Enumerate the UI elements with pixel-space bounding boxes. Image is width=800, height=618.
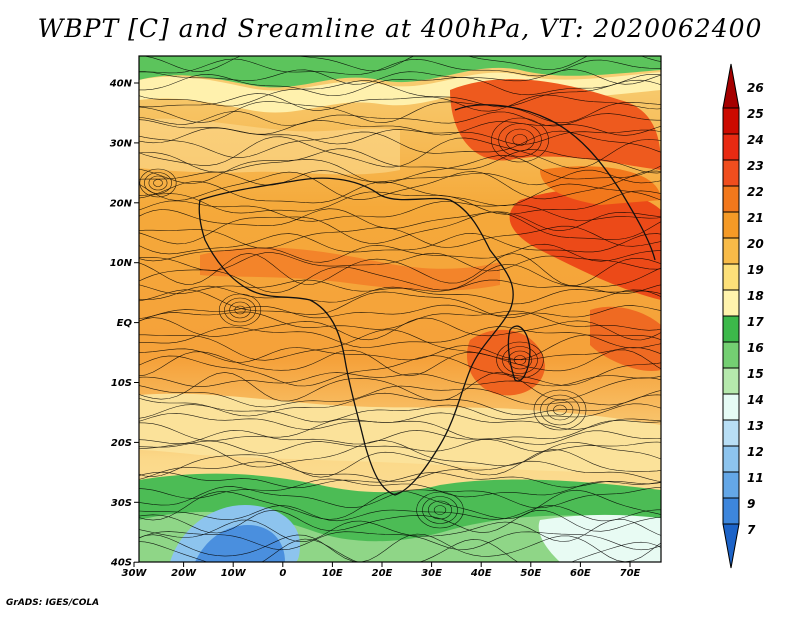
streamlines	[139, 56, 661, 562]
colorbar-label: 26	[747, 81, 764, 95]
map-title: WBPT [C] and Sreamline at 400hPa, VT: 20…	[37, 14, 763, 43]
lon-tick-label: 10W	[221, 568, 247, 579]
colorbar-swatch	[722, 315, 740, 343]
colorbar-swatch	[722, 341, 740, 369]
colorbar-label: 15	[747, 367, 764, 381]
lon-tick-label: 10E	[322, 568, 343, 579]
lon-tick-label: 20W	[171, 568, 197, 579]
colorbar-label: 20	[747, 237, 764, 251]
colorbar-swatch	[722, 237, 740, 265]
colorbar-label: 9	[747, 497, 755, 511]
lon-tick-label: 30E	[421, 568, 442, 579]
lat-tick-label: 30N	[110, 138, 133, 149]
colorbar-label: 16	[747, 341, 764, 355]
colorbar-label: 23	[747, 159, 764, 173]
colorbar-swatch	[722, 419, 740, 447]
lat-tick-label: 40N	[109, 79, 133, 90]
colorbar-swatch	[722, 107, 740, 135]
colorbar-label: 21	[747, 211, 764, 225]
lon-tick-label: 50E	[520, 568, 541, 579]
colorbar-label: 12	[747, 445, 764, 459]
colorbar-label: 7	[747, 523, 756, 537]
latitude-axis: 40N 30N 20N 10N EQ 10S 20S 30S 40S	[109, 79, 139, 569]
lon-tick-label: 0	[279, 568, 286, 579]
colorbar-label: 11	[747, 471, 764, 485]
lat-tick-label: 40S	[110, 558, 132, 569]
lat-tick-label: 20N	[110, 198, 133, 209]
colorbar-top-arrow	[722, 63, 740, 109]
longitude-axis: 30W 20W 10W 0 10E 20E 30E 40E 50E 60E 70E	[122, 562, 641, 579]
plot-frame	[138, 55, 662, 563]
colorbar-label: 13	[747, 419, 764, 433]
lat-tick-label: EQ	[117, 318, 133, 329]
colorbar-label: 24	[747, 133, 764, 147]
colorbar-label: 22	[747, 185, 764, 199]
colorbar-swatch	[722, 159, 740, 187]
colorbar-swatch	[722, 263, 740, 291]
lon-tick-label: 60E	[570, 568, 591, 579]
coastlines	[198, 104, 656, 496]
lat-tick-label: 10S	[111, 378, 132, 389]
warm-region-east	[509, 189, 661, 300]
colorbar-swatch	[722, 133, 740, 161]
colorbar-bottom-arrow	[722, 523, 740, 569]
warm-region-northeast	[450, 79, 661, 170]
north-green-region	[139, 56, 661, 88]
wbpt-field	[139, 56, 661, 562]
lat-tick-label: 10N	[110, 258, 133, 269]
grads-credit: GrADS: IGES/COLA	[6, 598, 100, 608]
colorbar-label: 25	[747, 107, 764, 121]
colorbar-swatch	[722, 471, 740, 499]
lon-tick-label: 70E	[620, 568, 641, 579]
colorbar-swatch	[722, 497, 740, 525]
colorbar-swatch	[722, 445, 740, 473]
warm-region-center	[467, 329, 545, 396]
colorbar-label: 17	[747, 315, 764, 329]
colorbar-swatch	[722, 289, 740, 317]
lon-tick-label: 30W	[122, 568, 148, 579]
colorbar-swatch	[722, 367, 740, 395]
colorbar-swatch	[722, 393, 740, 421]
colorbar-swatch	[722, 211, 740, 239]
colorbar: 26 25 24 23 22 21 20 19 18 17 16 15 14 13 12 11 9 7	[722, 63, 764, 569]
colorbar-label: 19	[747, 263, 764, 277]
lon-tick-label: 40E	[470, 568, 492, 579]
lat-tick-label: 30S	[111, 498, 132, 509]
lon-tick-label: 20E	[372, 568, 393, 579]
colorbar-label: 14	[747, 393, 764, 407]
lat-tick-label: 20S	[111, 438, 132, 449]
colorbar-swatch	[722, 185, 740, 213]
colorbar-label: 18	[747, 289, 764, 303]
